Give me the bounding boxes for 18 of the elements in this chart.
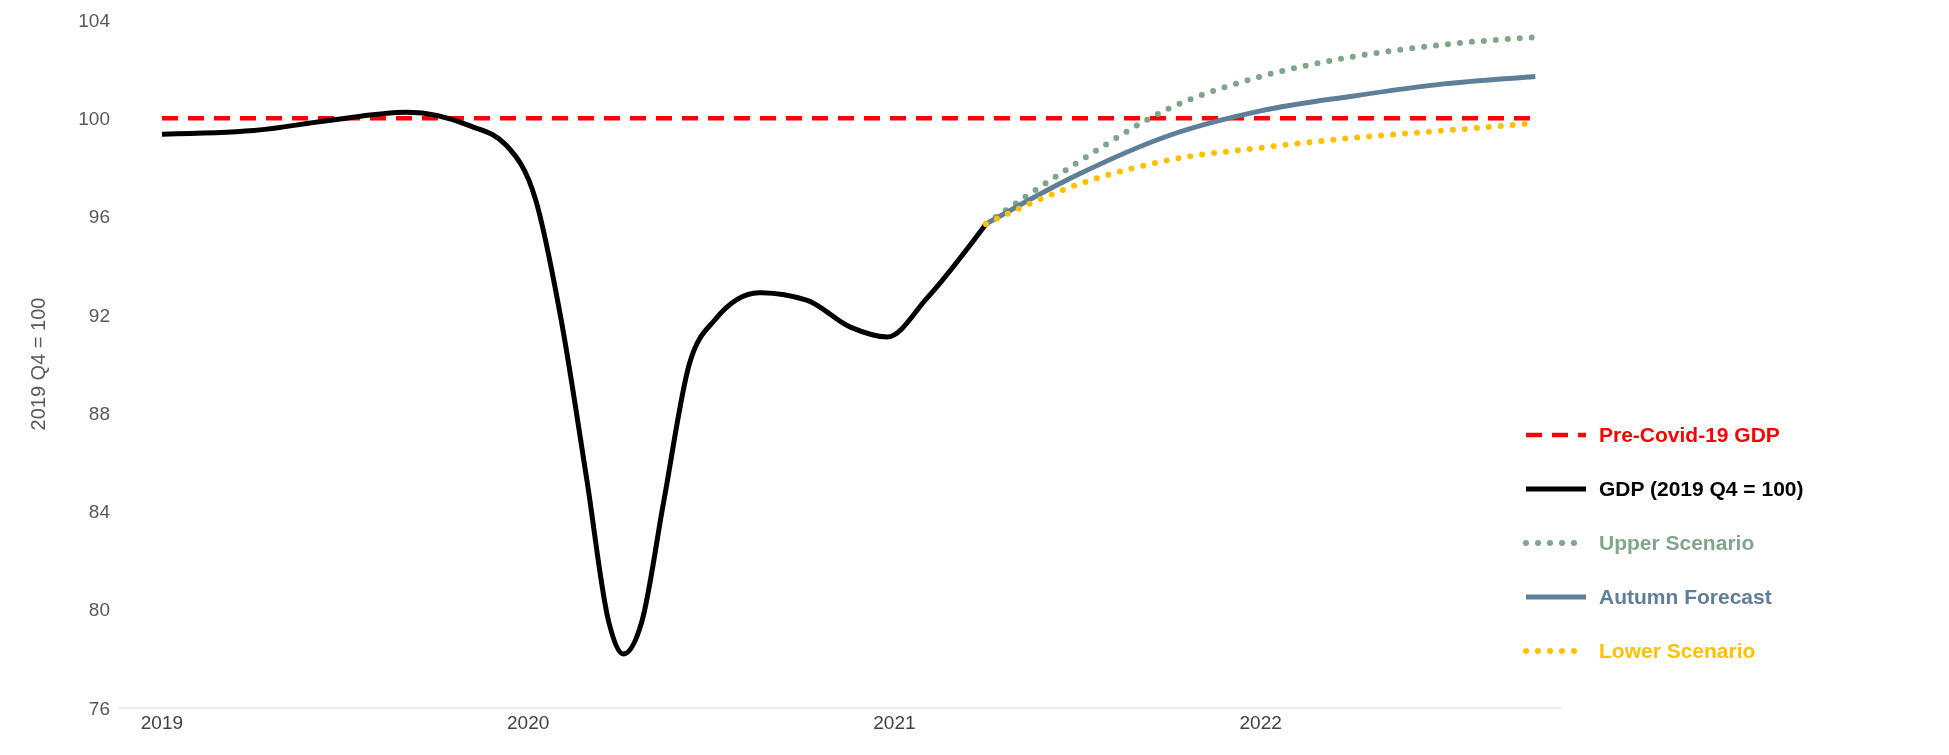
y-tick-label: 84 bbox=[88, 501, 111, 523]
y-axis-title: 2019 Q4 = 100 bbox=[27, 297, 50, 431]
x-tick-label: 2020 bbox=[507, 712, 550, 734]
x-tick-label: 2019 bbox=[140, 712, 184, 734]
y-tick-label: 104 bbox=[78, 9, 111, 31]
y-tick-label: 92 bbox=[88, 304, 110, 326]
legend-label: Pre-Covid-19 GDP bbox=[1599, 423, 1780, 447]
legend-label: Upper Scenario bbox=[1599, 531, 1755, 555]
legend-label: Autumn Forecast bbox=[1599, 585, 1772, 609]
y-tick-label: 80 bbox=[88, 599, 110, 621]
y-tick-label: 88 bbox=[88, 402, 110, 424]
y-tick-label: 100 bbox=[78, 108, 110, 130]
legend-label: GDP (2019 Q4 = 100) bbox=[1599, 477, 1804, 501]
x-tick-label: 2022 bbox=[1239, 712, 1282, 734]
y-tick-label: 96 bbox=[88, 206, 110, 228]
x-tick-label: 2021 bbox=[873, 712, 916, 734]
legend-label: Lower Scenario bbox=[1599, 639, 1756, 663]
y-tick-label: 76 bbox=[88, 697, 110, 719]
